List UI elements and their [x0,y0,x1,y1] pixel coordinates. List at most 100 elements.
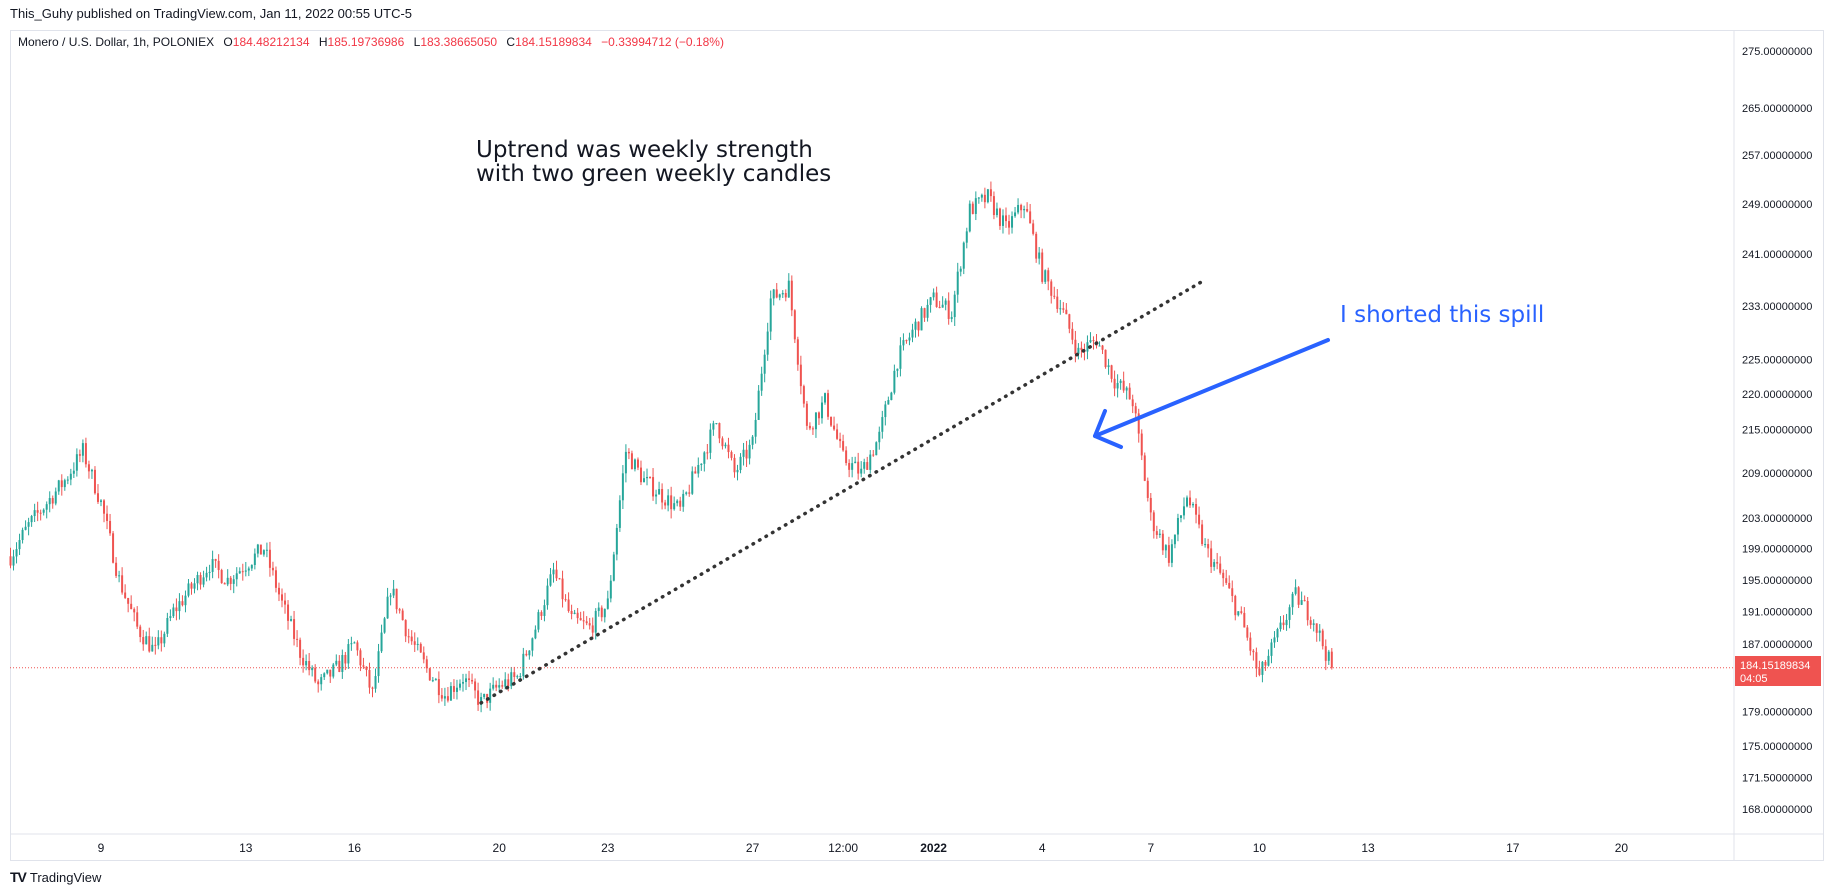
candle-down [191,583,193,588]
candle-down [1005,215,1007,221]
candle-up [613,554,615,580]
candle-up [64,480,66,487]
candle-down [866,462,868,470]
candle-down [40,513,42,514]
candle-up [881,417,883,432]
candle-down [1050,281,1052,295]
candle-up [543,605,545,616]
candle-down [130,604,132,609]
candle-up [1099,346,1101,347]
candle-down [218,561,220,570]
price-tick-label: 191.00000000 [1742,607,1812,619]
candle-up [19,540,21,549]
candle-down [1047,270,1049,281]
candle-up [643,478,645,482]
candle-up [655,495,657,497]
candle-down [1168,545,1170,563]
candle-up [1270,642,1272,655]
candle-down [154,645,156,646]
candle-up [752,437,754,445]
price-tick-label: 215.00000000 [1742,425,1812,437]
candle-down [420,644,422,652]
candle-down [577,613,579,618]
candle-up [1171,544,1173,563]
candle-up [91,470,93,472]
candle-up [248,568,250,570]
candle-down [830,417,832,426]
candle-down [299,640,301,658]
candle-down [661,489,663,502]
candle-up [712,423,714,429]
candle-up [902,340,904,345]
candle-up [1023,209,1025,210]
candle-down [664,502,666,505]
candle-up [549,574,551,585]
candle-up [761,374,763,391]
candle-up [1174,535,1176,545]
candle-down [109,521,111,533]
candle-up [432,680,434,681]
candle-down [583,620,585,621]
candle-up [546,586,548,606]
candle-up [393,589,395,596]
candle-up [1011,216,1013,227]
candle-down [260,545,262,555]
candle-up [770,298,772,331]
candle-down [148,636,150,651]
candle-up [890,393,892,400]
candle-down [918,322,920,331]
candle-down [727,445,729,452]
candle-down [803,386,805,404]
candle-up [773,289,775,298]
price-tick-label: 233.00000000 [1742,301,1812,313]
time-tick-label: 13 [239,841,253,855]
price-tick-label: 199.00000000 [1742,544,1812,556]
candle-down [471,680,473,681]
candle-down [124,593,126,598]
candle-down [1153,512,1155,531]
candle-up [450,686,452,701]
trendline[interactable] [481,280,1205,703]
candle-up [194,583,196,588]
candle-up [1159,534,1161,535]
candle-up [755,420,757,437]
candle-up [1002,215,1004,226]
candle-down [812,428,814,429]
candle-down [1092,340,1094,341]
candle-down [845,450,847,463]
candle-down [88,464,90,471]
candle-up [417,644,419,645]
open-value: 184.48212134 [233,35,310,49]
candle-down [785,293,787,297]
candle-down [628,452,630,453]
candle-up [915,322,917,330]
candle-up [854,462,856,463]
tradingview-logo-icon[interactable]: TV [10,869,26,885]
candle-down [1210,548,1212,566]
candle-down [1135,406,1137,413]
candle-down [842,441,844,450]
candle-down [103,500,105,513]
candle-down [800,365,802,386]
candle-down [1258,669,1260,675]
footer-brand[interactable]: TradingView [30,870,102,885]
candle-up [619,500,621,528]
candle-up [341,655,343,672]
candle-down [281,594,283,600]
candle-up [658,489,660,494]
candle-down [453,686,455,692]
candle-up [73,471,75,474]
candle-down [562,579,564,600]
candle-down [10,556,12,565]
candle-up [1126,388,1128,391]
candle-up [323,673,325,677]
candle-down [559,578,561,579]
symbol-name[interactable]: Monero / U.S. Dollar, 1h, POLONIEX [18,35,214,49]
candle-down [556,570,558,579]
price-tick-label: 195.00000000 [1742,575,1812,587]
candle-up [1183,506,1185,515]
candle-down [242,571,244,572]
candle-up [166,618,168,634]
candle-up [227,578,229,585]
